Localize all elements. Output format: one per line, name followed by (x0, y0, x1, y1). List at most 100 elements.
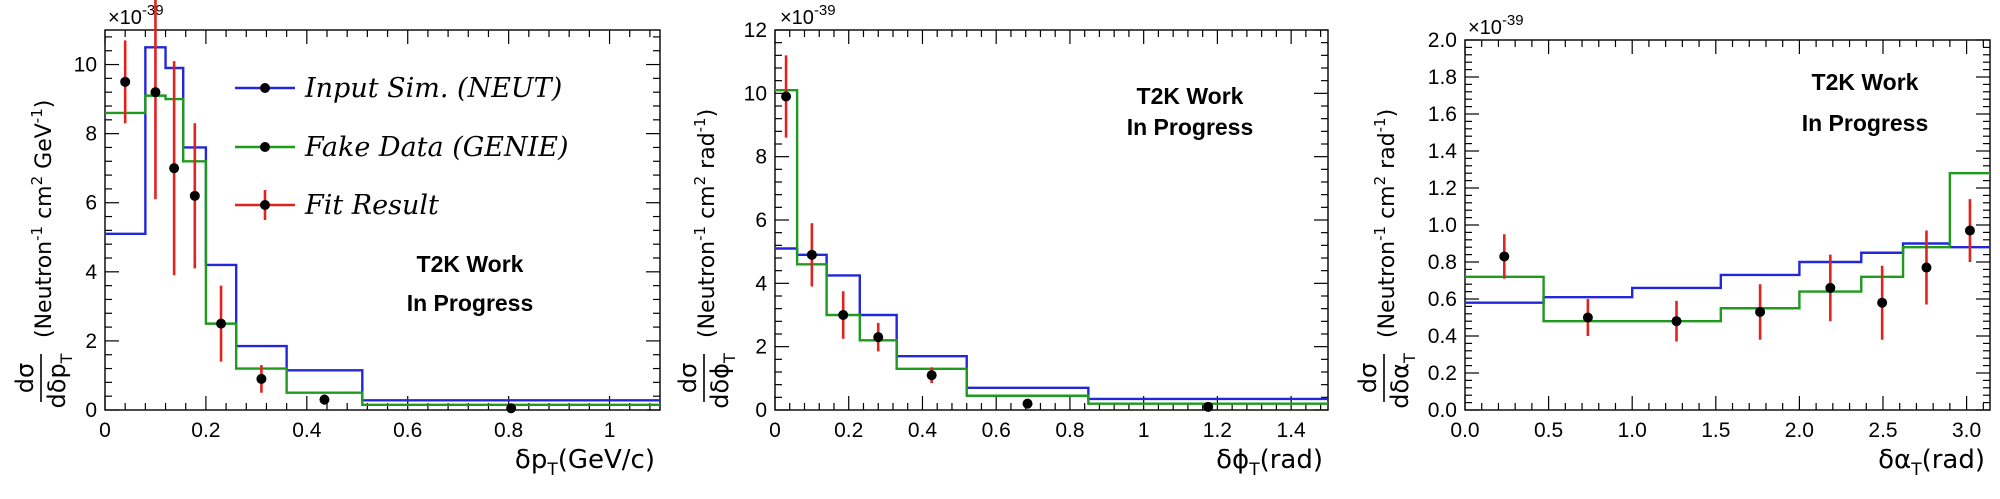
plot-frame (104, 29, 661, 411)
fit-point (873, 332, 884, 343)
y-tick-label: 12 (744, 19, 767, 42)
y-label-denominator: dδpT (43, 353, 76, 408)
x-tick-label: 2.0 (1785, 419, 1814, 442)
x-tick-label: 3.0 (1952, 419, 1981, 442)
x-tick-label: 1.0 (1618, 419, 1647, 442)
y-tick-label: 0.8 (1428, 251, 1457, 274)
y-tick-label: 1.2 (1428, 177, 1457, 200)
fit-point (169, 163, 180, 174)
y-tick-label: 1.4 (1428, 140, 1458, 163)
fit-point (506, 403, 517, 414)
x-tick-label: 1 (604, 419, 616, 442)
plot-frame (774, 29, 1329, 411)
fit-point (926, 370, 937, 381)
x-tick-label: 0.4 (292, 419, 322, 442)
legend-entry: Input Sim. (NEUT) (304, 73, 562, 104)
x-tick-label: 1 (1138, 419, 1150, 442)
y-tick-label: 10 (744, 82, 767, 105)
fit-point (1499, 251, 1510, 262)
x-axis-label: δϕT(rad) (1216, 445, 1323, 480)
y-label-units: (Neutron-1 cm2 rad-1) (1371, 109, 1400, 338)
x-tick-label: 1.5 (1701, 419, 1730, 442)
x-tick-label: 0.8 (1055, 419, 1084, 442)
x-tick-label: 0.6 (982, 419, 1011, 442)
legend: Input Sim. (NEUT) Fake Data (GENIE) Fit Re… (235, 73, 569, 221)
y-tick-label: 1.0 (1428, 214, 1457, 237)
x-tick-label: 1.2 (1203, 419, 1232, 442)
y-axis-label: dσ dδαT (Neutron-1 cm2 rad-1) (1354, 109, 1419, 409)
x-tick-label: 0 (769, 419, 781, 442)
y-tick-label: 2 (85, 330, 97, 353)
x-tick-label: 0.2 (191, 419, 220, 442)
legend-swatch-marker (260, 200, 270, 210)
annotation-text: T2K Work (1812, 69, 1919, 95)
x-tick-label: 1.4 (1277, 419, 1307, 442)
x-tick-label: 0.6 (393, 419, 422, 442)
y-label-units: (Neutron-1 cm2 rad-1) (691, 109, 720, 338)
fit-point (1582, 312, 1593, 323)
annotation-text: In Progress (1127, 114, 1254, 140)
legend-swatch-marker (260, 142, 270, 152)
series-neut-line (775, 247, 1328, 401)
x-tick-label: 0.0 (1450, 419, 1479, 442)
legend-swatch-marker (260, 83, 270, 93)
y-tick-label: 0 (755, 399, 767, 422)
x-tick-label: 0.2 (834, 419, 863, 442)
fit-point (806, 249, 817, 260)
fit-point (256, 373, 267, 384)
panel-dphit: 0 0.2 0.4 0.6 0.8 1 1.2 1.4 0 2 4 6 8 10 12 ×10-39 δϕT(r… (674, 2, 1329, 480)
y-tick-label: 0.0 (1428, 399, 1457, 422)
axis-exponent-label: ×10-39 (1468, 12, 1524, 39)
y-tick-label: 2.0 (1428, 29, 1457, 52)
y-tick-label: 2 (755, 336, 767, 359)
y-tick-label: 0.6 (1428, 288, 1457, 311)
fit-point (1755, 306, 1766, 317)
fit-point (319, 394, 330, 405)
fit-point (1877, 297, 1888, 308)
fit-point (1022, 398, 1033, 409)
legend-entry: Fake Data (GENIE) (304, 132, 569, 163)
y-label-numerator: dσ (11, 363, 39, 393)
fit-point (1825, 282, 1836, 293)
y-label-denominator: dδαT (1386, 353, 1419, 409)
x-axis-label: δαT(rad) (1878, 445, 1985, 480)
x-tick-label: 0.4 (908, 419, 938, 442)
y-tick-label: 8 (755, 146, 767, 169)
x-tick-label: 0.5 (1534, 419, 1563, 442)
y-tick-label: 6 (85, 192, 97, 215)
fit-point (1203, 401, 1214, 412)
y-axis-label: dσ dδpT (Neutron-1 cm2 GeV-1) (11, 100, 76, 409)
plot-frame (1464, 39, 1991, 411)
y-tick-label: 0.2 (1428, 362, 1457, 385)
y-tick-label: 4 (85, 261, 97, 284)
fit-point (120, 76, 131, 87)
annotation-text: In Progress (1802, 110, 1929, 136)
fit-point (189, 190, 200, 201)
y-label-units: (Neutron-1 cm2 GeV-1) (28, 100, 57, 338)
annotation-text: T2K Work (1137, 83, 1244, 109)
axis-exponent-label: ×10-39 (108, 2, 164, 29)
y-tick-label: 1.8 (1428, 66, 1457, 89)
annotation-text: In Progress (407, 290, 534, 316)
axis-exponent-label: ×10-39 (780, 2, 836, 29)
fit-point (150, 87, 161, 98)
series-genie-line (1465, 172, 1990, 323)
y-label-numerator: dσ (1354, 363, 1382, 393)
y-label-numerator: dσ (674, 363, 702, 393)
panel-dalphat: 0.0 0.5 1.0 1.5 2.0 2.5 3.0 0.0 0.2 0.4 0.6 0.8 1.0 1… (1354, 12, 1991, 480)
legend-entry: Fit Result (304, 190, 439, 221)
x-axis-label: δpT(GeV/c) (515, 445, 655, 480)
y-tick-label: 0.4 (1428, 325, 1458, 348)
fit-point (1964, 225, 1975, 236)
y-tick-label: 4 (755, 272, 767, 295)
fit-point (1921, 262, 1932, 273)
annotation-text: T2K Work (417, 251, 524, 277)
y-label-denominator: dδϕT (706, 353, 739, 409)
y-axis-label: dσ dδϕT (Neutron-1 cm2 rad-1) (674, 109, 739, 409)
fit-point (838, 310, 849, 320)
fit-point (781, 91, 792, 102)
x-tick-label: 0.8 (494, 419, 523, 442)
x-tick-label: 0 (99, 419, 111, 442)
